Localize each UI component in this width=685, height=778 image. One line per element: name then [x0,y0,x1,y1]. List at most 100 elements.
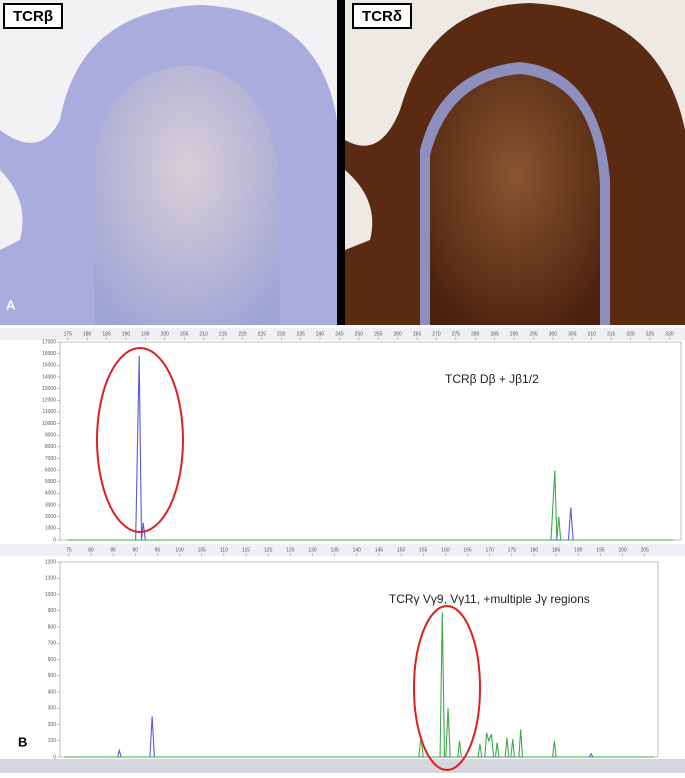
x-tick-label: 225 [258,331,267,337]
panel-label: A [6,297,16,312]
y-tick-label: 1000 [45,592,56,598]
annotation: TCRβ Dβ + Jβ1/2 [445,372,539,386]
annotation: TCRγ Vγ9, Vγ11, +multiple Jγ regions [389,592,590,606]
x-tick-label: 230 [277,331,286,337]
x-tick-label: 95 [155,547,161,553]
x-tick-label: 175 [64,331,73,337]
panel-label: B [18,734,27,749]
y-tick-label: 600 [48,657,57,663]
x-tick-label: 220 [238,331,247,337]
x-tick-label: 190 [574,547,583,553]
x-tick-label: 260 [393,331,402,337]
y-tick-label: 100 [48,738,57,744]
x-tick-label: 190 [122,331,131,337]
x-tick-label: 130 [308,547,317,553]
y-tick-label: 0 [53,754,56,760]
x-tick-label: 325 [646,331,655,337]
x-tick-label: 175 [508,547,517,553]
plot-frame [59,341,682,541]
x-tick-label: 160 [441,547,450,553]
y-tick-label: 1200 [45,559,56,565]
y-tick-label: 15000 [42,363,56,369]
y-tick-label: 400 [48,689,57,695]
x-tick-label: 290 [510,331,519,337]
y-tick-label: 8000 [45,444,56,450]
x-tick-label: 315 [607,331,616,337]
y-tick-label: 900 [48,608,57,614]
y-tick-label: 13000 [42,386,56,392]
divider [337,0,345,325]
trace [64,716,654,758]
y-tick-label: 0 [53,537,56,543]
y-tick-label: 10000 [42,421,56,427]
footer-bar [0,759,685,773]
x-tick-label: 270 [432,331,441,337]
x-tick-label: 90 [133,547,139,553]
highlight-ellipse [96,347,184,533]
x-tick-label: 300 [549,331,558,337]
x-tick-label: 120 [264,547,273,553]
x-tick-label: 240 [316,331,325,337]
y-tick-label: 6000 [45,467,56,473]
y-tick-label: 9000 [45,433,56,439]
x-tick-label: 200 [161,331,170,337]
plot-frame [59,561,659,758]
y-tick-label: 700 [48,641,57,647]
x-tick-label: 195 [141,331,150,337]
x-tick-label: 330 [665,331,674,337]
y-tick-label: 300 [48,706,57,712]
y-tick-label: 200 [48,722,57,728]
x-tick-label: 310 [588,331,597,337]
y-tick-label: 14000 [42,374,56,380]
x-tick-label: 185 [552,547,561,553]
y-tick-label: 4000 [45,491,56,497]
x-tick-label: 140 [353,547,362,553]
histology-left [0,0,337,325]
trace [67,470,674,541]
axis-strip [0,328,685,340]
x-tick-label: 100 [175,547,184,553]
x-tick-label: 255 [374,331,383,337]
x-tick-label: 105 [198,547,207,553]
highlight-ellipse [413,605,481,771]
y-tick-label: 7000 [45,456,56,462]
axis-strip [0,544,685,556]
charts: 175 180 185 190 195 200 205 210 215 220 225 230 235 2… [0,328,685,760]
y-tick-label: 11000 [42,409,56,415]
y-tick-label: 12000 [42,398,56,404]
trace [64,612,654,758]
x-tick-label: 245 [335,331,344,337]
x-tick-label: 265 [413,331,422,337]
x-tick-label: 210 [199,331,208,337]
x-tick-label: 125 [286,547,295,553]
panel-label: TCRδ [362,8,402,25]
x-tick-label: 170 [486,547,495,553]
x-tick-label: 320 [626,331,635,337]
histology-right [345,0,685,325]
x-tick-label: 180 [530,547,539,553]
x-tick-label: 135 [330,547,339,553]
y-tick-label: 1000 [45,526,56,532]
y-tick-label: 5000 [45,479,56,485]
y-tick-label: 500 [48,673,57,679]
x-tick-label: 180 [83,331,92,337]
x-tick-label: 305 [568,331,577,337]
x-tick-label: 200 [618,547,627,553]
x-tick-label: 155 [419,547,428,553]
y-tick-label: 3000 [45,502,56,508]
x-tick-label: 145 [375,547,384,553]
y-tick-label: 800 [48,624,57,630]
x-tick-label: 115 [242,547,250,553]
x-tick-label: 280 [471,331,480,337]
panel-label: TCRβ [13,8,53,25]
y-tick-label: 1100 [45,576,56,582]
x-tick-label: 150 [397,547,406,553]
x-tick-label: 165 [463,547,472,553]
x-tick-label: 205 [641,547,650,553]
x-tick-label: 85 [110,547,116,553]
x-tick-label: 80 [88,547,94,553]
x-tick-label: 295 [529,331,538,337]
y-tick-label: 17000 [42,339,56,345]
y-tick-label: 2000 [45,514,56,520]
